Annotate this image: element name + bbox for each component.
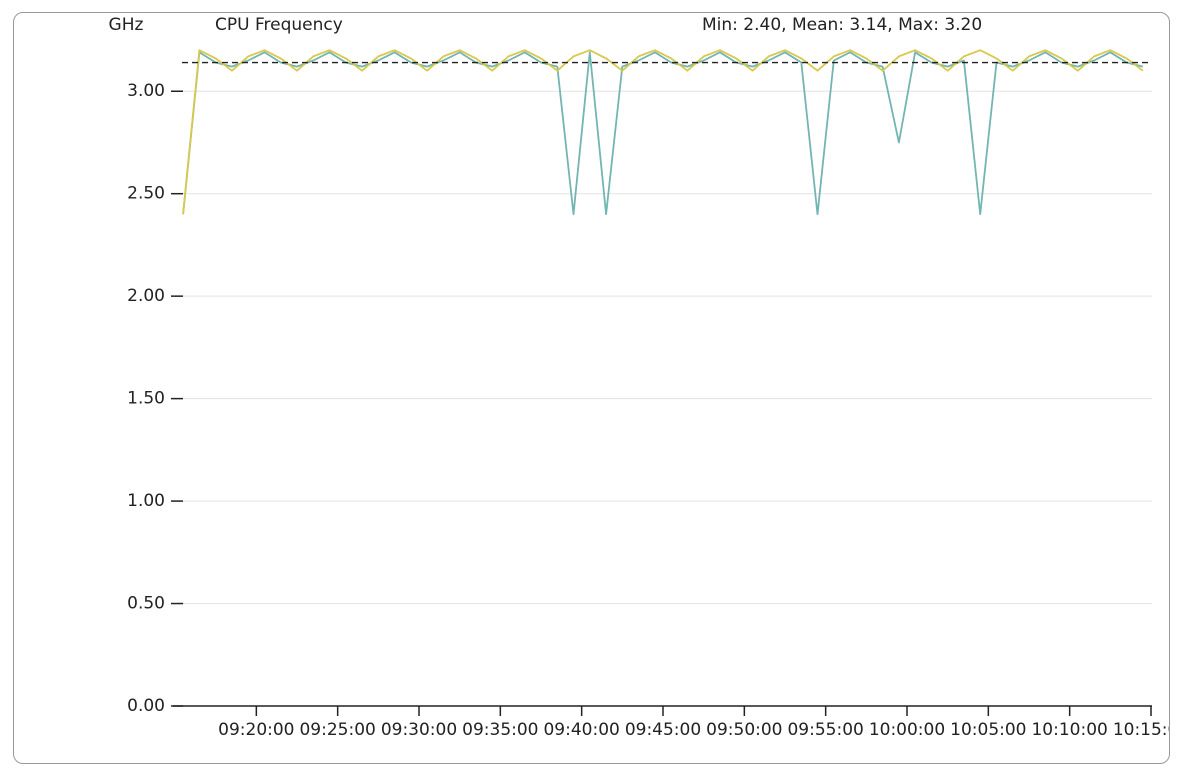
x-tick-label: 10:00:00 [869, 720, 945, 740]
x-tick-label: 09:55:00 [787, 720, 863, 740]
x-tick-label: 10:15:00 [1113, 720, 1170, 740]
y-tick-label: 2.00 [127, 286, 165, 306]
stats-annotation: Min: 2.40, Mean: 3.14, Max: 3.20 [702, 15, 982, 35]
x-tick-label: 09:35:00 [462, 720, 538, 740]
x-tick-label: 09:45:00 [625, 720, 701, 740]
chart: GHz CPU Frequency Min: 2.40, Mean: 3.14,… [109, 15, 1170, 740]
x-tick-label: 09:30:00 [381, 720, 457, 740]
x-tick-label: 10:10:00 [1031, 720, 1107, 740]
chart-panel: GHz CPU Frequency Min: 2.40, Mean: 3.14,… [13, 12, 1170, 764]
y-tick-label: 1.00 [127, 491, 165, 511]
x-tick-label: 09:40:00 [543, 720, 619, 740]
y-tick-label: 0.00 [127, 696, 165, 716]
y-tick-label: 1.50 [127, 389, 165, 409]
x-tick-label: 09:25:00 [299, 720, 375, 740]
data-line [182, 51, 1144, 216]
data-line [182, 49, 1144, 215]
y-tick-label: 3.00 [127, 81, 165, 101]
chart-title: CPU Frequency [215, 15, 343, 35]
x-tick-label: 10:05:00 [950, 720, 1026, 740]
y-tick-label: 0.50 [127, 594, 165, 614]
y-tick-label: 2.50 [127, 184, 165, 204]
y-axis-unit: GHz [109, 15, 144, 35]
x-tick-label: 09:20:00 [218, 720, 294, 740]
x-tick-label: 09:50:00 [706, 720, 782, 740]
